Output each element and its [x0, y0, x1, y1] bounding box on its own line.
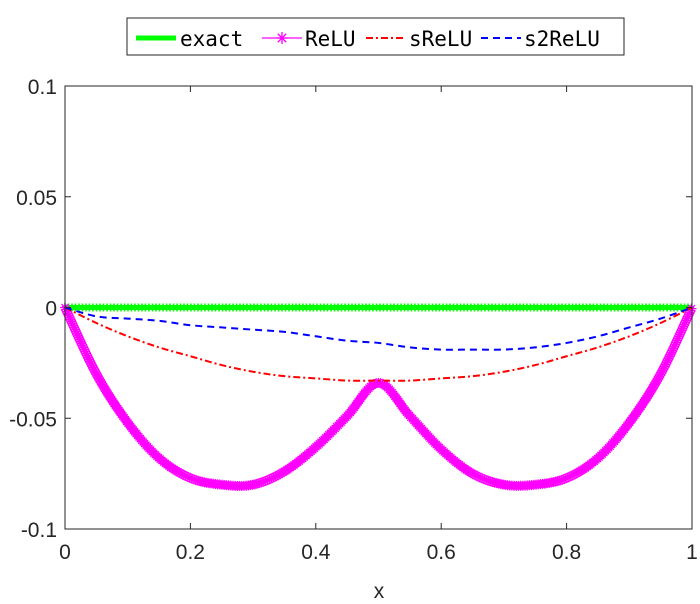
y-tick-label: -0.1	[21, 519, 57, 542]
legend-ReLU-label: ReLU	[305, 27, 356, 51]
legend-box	[126, 17, 625, 56]
legend-sReLU-label: sReLU	[409, 27, 472, 51]
legend-exact-label: exact	[180, 27, 243, 51]
x-tick-label: 0.4	[301, 541, 331, 564]
plot-area	[60, 302, 697, 491]
legend-s2ReLU-label: s2ReLU	[524, 27, 600, 51]
series-ReLU-markers	[60, 302, 697, 491]
series-sReLU-line	[64, 306, 693, 382]
legend: exact ReLU sReLU s2ReLU	[126, 17, 625, 56]
legend-ReLU-marker	[276, 32, 288, 44]
y-tick-label: 0.05	[16, 187, 57, 210]
x-tick-label: 0.8	[552, 541, 581, 564]
x-axis-label: x	[374, 580, 385, 603]
x-tick-label: 1	[686, 541, 698, 564]
series-s2ReLU-line	[64, 306, 693, 351]
x-tick-label: 0	[59, 541, 71, 564]
y-tick-label: -0.05	[9, 408, 57, 431]
x-tick-label: 0.6	[427, 541, 456, 564]
x-tick-label: 0.2	[176, 541, 205, 564]
y-tick-label: 0.1	[28, 76, 57, 99]
axes: 0 0.2 0.4 0.6 0.8 1 -0.1 -0.05 0 0.05 0.1	[9, 76, 698, 564]
y-tick-label: 0	[45, 298, 57, 321]
